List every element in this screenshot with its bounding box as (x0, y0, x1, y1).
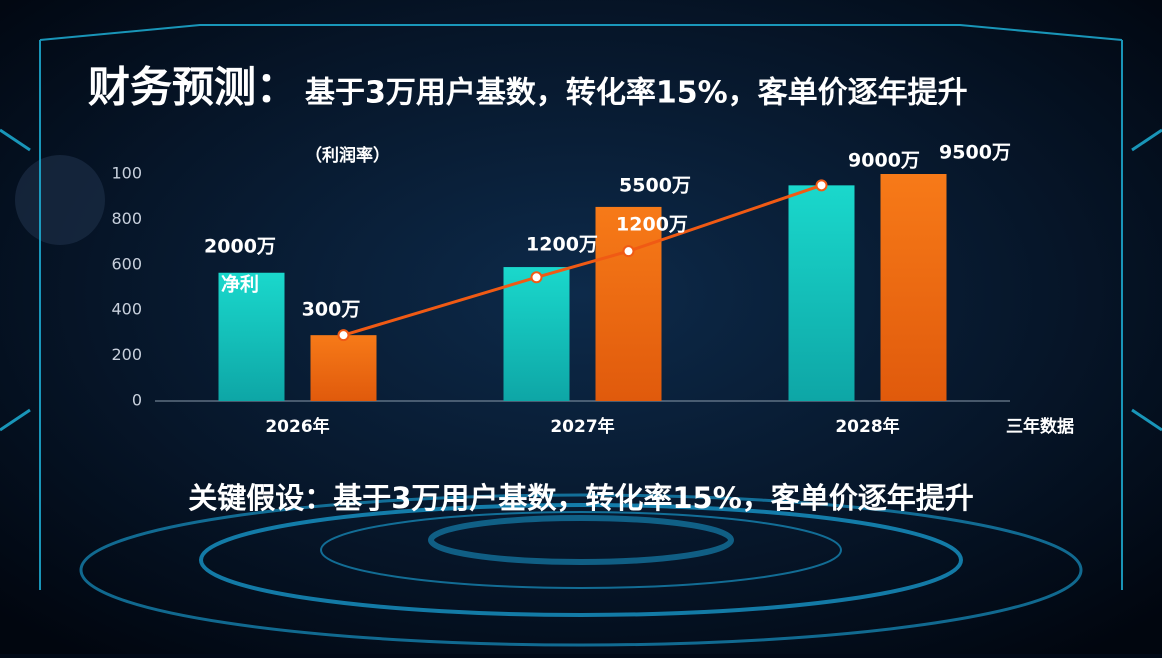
y-tick-label: 600 (111, 254, 142, 273)
annotation: 2000万 (204, 236, 276, 258)
chart-title: 财务预测： (88, 63, 298, 112)
planet (15, 155, 105, 245)
footer: 关键假设：基于3万用户基数，转化率15%，客单价逐年提升 (188, 481, 974, 515)
annotation: 5500万 (619, 175, 691, 197)
bar (310, 335, 377, 401)
x-tick-label: 2027年 (550, 416, 614, 437)
line-point (622, 245, 635, 258)
line-point (815, 179, 828, 192)
x-tick-label: 2026年 (265, 416, 329, 437)
line-point (337, 329, 350, 342)
line-point (530, 271, 543, 284)
x-axis-label: 三年数据 (1006, 416, 1074, 437)
annotation: 9000万 (848, 150, 920, 172)
annotation: 300万 (302, 299, 361, 321)
bar (880, 174, 947, 401)
y-tick-label: 100 (111, 164, 142, 183)
bar (595, 206, 662, 401)
annotation: 9500万 (939, 142, 1011, 164)
x-tick-label: 2028年 (835, 416, 899, 437)
annotation: 1200万 (526, 234, 598, 256)
y-tick-label: 400 (111, 300, 142, 319)
y-tick-label: 200 (111, 345, 142, 364)
chart-subtitle: 基于3万用户基数，转化率15%，客单价逐年提升 (305, 76, 968, 111)
line (343, 183, 822, 337)
y-axis-label: （利润率） (305, 145, 390, 166)
platform (79, 493, 1083, 647)
bar (503, 267, 570, 401)
bar (218, 272, 285, 401)
y-tick-label: 800 (111, 209, 142, 228)
annotation: 1200万 (616, 214, 688, 236)
bar (788, 185, 855, 401)
y-tick-label: 0 (132, 391, 142, 410)
frame (0, 24, 1162, 590)
annotation: 净利 (221, 273, 259, 296)
